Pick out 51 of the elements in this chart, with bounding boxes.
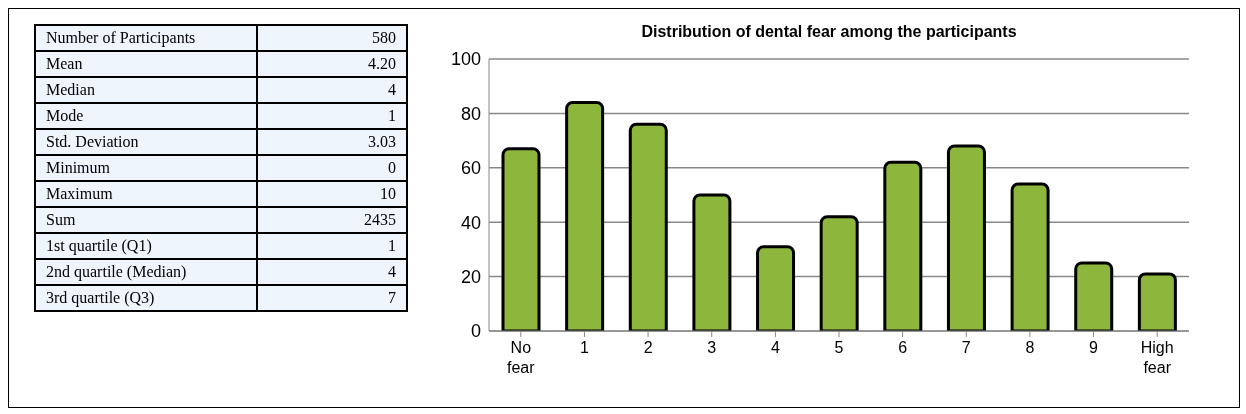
data-label: 4 [257, 77, 407, 103]
x-tick-label: 9 [1089, 339, 1099, 356]
x-tick-label: 5 [834, 339, 844, 356]
bar [692, 193, 732, 331]
category-label: Number of Participants [35, 25, 257, 51]
x-tick-label: High fear [1140, 339, 1174, 376]
x-tick-label: 4 [770, 339, 780, 356]
category-label: 2nd quartile (Median) [35, 259, 257, 285]
x-tick-label: 3 [707, 339, 717, 356]
category-label: Mode [35, 103, 257, 129]
x-tick-label: No fear [507, 339, 536, 376]
data-label: 10 [257, 181, 407, 207]
data-label: 580 [257, 25, 407, 51]
x-tick-label: 6 [898, 339, 908, 356]
x-tick-label: 7 [961, 339, 971, 356]
category-label: Sum [35, 207, 257, 233]
y-tick-label: 40 [460, 212, 481, 233]
data-label: 4.20 [257, 51, 407, 77]
bar [1137, 272, 1177, 331]
category-label: Maximum [35, 181, 257, 207]
bar [501, 147, 541, 331]
y-tick-label: 100 [450, 49, 481, 70]
y-tick-label: 80 [460, 103, 481, 124]
category-label: Minimum [35, 155, 257, 181]
bar [1074, 261, 1114, 331]
bar [883, 160, 923, 331]
category-label: 1st quartile (Q1) [35, 233, 257, 259]
chart-title: Distribution of dental fear among the participants [640, 23, 1018, 41]
data-label: 3.03 [257, 129, 407, 155]
data-label: 2435 [257, 207, 407, 233]
data-label: 1 [257, 103, 407, 129]
category-label: Mean [35, 51, 257, 77]
bar [565, 101, 605, 331]
category-label: Median [35, 77, 257, 103]
bar [946, 144, 986, 331]
data-label: 1 [257, 233, 407, 259]
x-tick-label: 8 [1025, 339, 1035, 356]
y-tick-label: 20 [460, 266, 481, 287]
bar [1010, 182, 1050, 331]
x-tick-label: 2 [643, 339, 653, 356]
category-label: Std. Deviation [35, 129, 257, 155]
data-label: 4 [257, 259, 407, 285]
category-label: 3rd quartile (Q3) [35, 285, 257, 311]
data-label: 0 [257, 155, 407, 181]
bar [819, 215, 859, 331]
bar [628, 122, 668, 331]
y-tick-label: 0 [470, 321, 481, 342]
data-label: 7 [257, 285, 407, 311]
bar [756, 245, 796, 331]
x-tick-label: 1 [580, 339, 589, 356]
y-tick-label: 60 [460, 158, 481, 179]
